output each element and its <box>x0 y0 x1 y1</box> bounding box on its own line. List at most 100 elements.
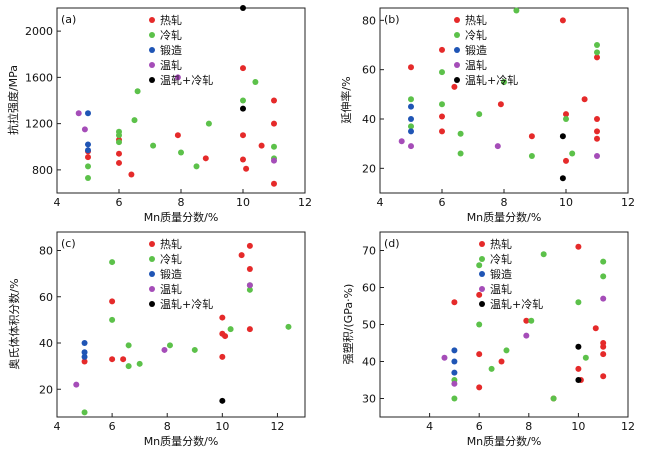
data-point-cold <box>240 97 246 104</box>
y-tick-label: 80 <box>39 245 53 258</box>
data-point-hot <box>559 17 566 24</box>
legend-marker-warm <box>454 62 460 68</box>
data-point-hot <box>246 242 253 249</box>
data-point-hot <box>219 353 226 360</box>
data-point-hot <box>128 171 135 178</box>
data-point-cold <box>569 150 576 157</box>
data-point-warm <box>441 354 448 361</box>
x-tick-label: 8 <box>525 420 532 433</box>
data-point-cold <box>285 323 292 330</box>
data-point-hot <box>271 97 277 104</box>
data-point-hot <box>528 133 535 140</box>
ticks-b: 4 6 8 10 12 20 40 60 80 <box>362 14 635 209</box>
y-tick-label: 20 <box>39 383 53 396</box>
legend-label-forged: 锻造 <box>160 267 182 281</box>
data-point-cold <box>600 258 607 265</box>
legend-label-cold: 冷轧 <box>490 252 512 266</box>
data-point-hot <box>476 291 483 298</box>
data-point-warm <box>523 332 530 339</box>
x-tick-label: 12 <box>621 420 635 433</box>
data-point-forged <box>81 349 88 356</box>
data-point-hot <box>258 142 265 149</box>
x-tick-label: 6 <box>476 420 483 433</box>
data-point-hot <box>594 54 600 61</box>
legend-label-warm: 温轧 <box>160 282 182 296</box>
x-tick-label: 10 <box>559 196 573 209</box>
data-point-warmcold <box>219 397 226 404</box>
data-point-cold <box>125 363 132 370</box>
data-point-warmcold <box>575 343 582 350</box>
y-tick-label: 70 <box>362 245 376 258</box>
x-tick-label: 6 <box>109 420 116 433</box>
data-point-hot <box>592 325 599 332</box>
points-b <box>398 7 600 182</box>
data-point-warmcold <box>559 133 566 140</box>
legend-marker-warmcold <box>454 77 460 83</box>
y-tick-label: 2000 <box>25 25 53 38</box>
data-point-warmcold <box>240 5 246 11</box>
legend-label-forged: 锻造 <box>160 43 182 57</box>
data-point-forged <box>408 116 414 122</box>
legend-marker-warmcold <box>149 301 155 307</box>
data-point-hot <box>523 317 530 324</box>
y-tick-label: 50 <box>362 319 376 332</box>
data-point-hot <box>600 373 607 380</box>
data-point-cold <box>513 7 520 14</box>
data-point-forged <box>85 141 91 148</box>
data-point-hot <box>594 135 600 142</box>
legend-label-hot: 热轧 <box>490 237 512 251</box>
legend-label-cold: 冷轧 <box>160 252 182 266</box>
data-point-hot <box>439 113 445 120</box>
data-point-cold <box>178 149 184 156</box>
legend-label-cold: 冷轧 <box>160 28 182 42</box>
data-point-cold <box>81 409 88 416</box>
data-point-cold <box>125 342 132 349</box>
data-point-hot <box>85 154 91 161</box>
x-tick-label: 12 <box>298 196 312 209</box>
data-point-hot <box>600 343 607 350</box>
x-tick-label: 10 <box>236 196 250 209</box>
y-axis-label-b: 延伸率/% <box>339 76 353 123</box>
data-point-cold <box>600 273 607 280</box>
x-tick-label: 6 <box>116 196 123 209</box>
data-point-cold <box>134 88 141 95</box>
data-point-cold <box>408 123 414 130</box>
y-tick-label: 1200 <box>25 118 53 131</box>
legend-marker-warmcold <box>149 77 155 83</box>
legend-marker-warm <box>479 286 485 292</box>
data-point-forged <box>81 353 88 360</box>
legend-marker-forged <box>149 47 155 53</box>
data-point-hot <box>439 46 445 53</box>
data-point-warmcold <box>240 105 246 112</box>
data-point-hot <box>594 128 600 135</box>
data-point-hot <box>439 128 445 135</box>
legend-marker-hot <box>454 17 460 23</box>
legend-marker-warm <box>149 286 155 292</box>
data-point-cold <box>136 360 143 367</box>
ticks-c: 4 6 8 10 12 20 40 60 80 <box>39 245 284 434</box>
data-point-hot <box>271 180 277 187</box>
data-point-hot <box>600 351 607 358</box>
y-tick-label: 60 <box>39 291 53 304</box>
x-tick-label: 12 <box>621 196 635 209</box>
data-point-forged <box>85 147 91 154</box>
legend-label-hot: 热轧 <box>160 13 182 27</box>
y-tick-label: 80 <box>362 14 376 27</box>
y-axis-label-d: 强塑积/(GPa·%) <box>341 284 355 365</box>
data-point-forged <box>408 128 414 135</box>
data-point-warm <box>594 153 600 159</box>
data-point-cold <box>476 321 483 328</box>
data-point-cold <box>457 130 464 137</box>
legend-label-warm: 温轧 <box>465 58 487 72</box>
data-point-forged <box>85 110 91 117</box>
data-point-warm <box>271 157 277 164</box>
panel-label-b: (b) <box>384 13 400 26</box>
x-tick-label: 4 <box>426 420 433 433</box>
data-point-hot <box>174 132 181 139</box>
legend-label-forged: 锻造 <box>490 267 512 281</box>
data-point-warm <box>73 381 80 388</box>
x-tick-label: 6 <box>439 196 446 209</box>
